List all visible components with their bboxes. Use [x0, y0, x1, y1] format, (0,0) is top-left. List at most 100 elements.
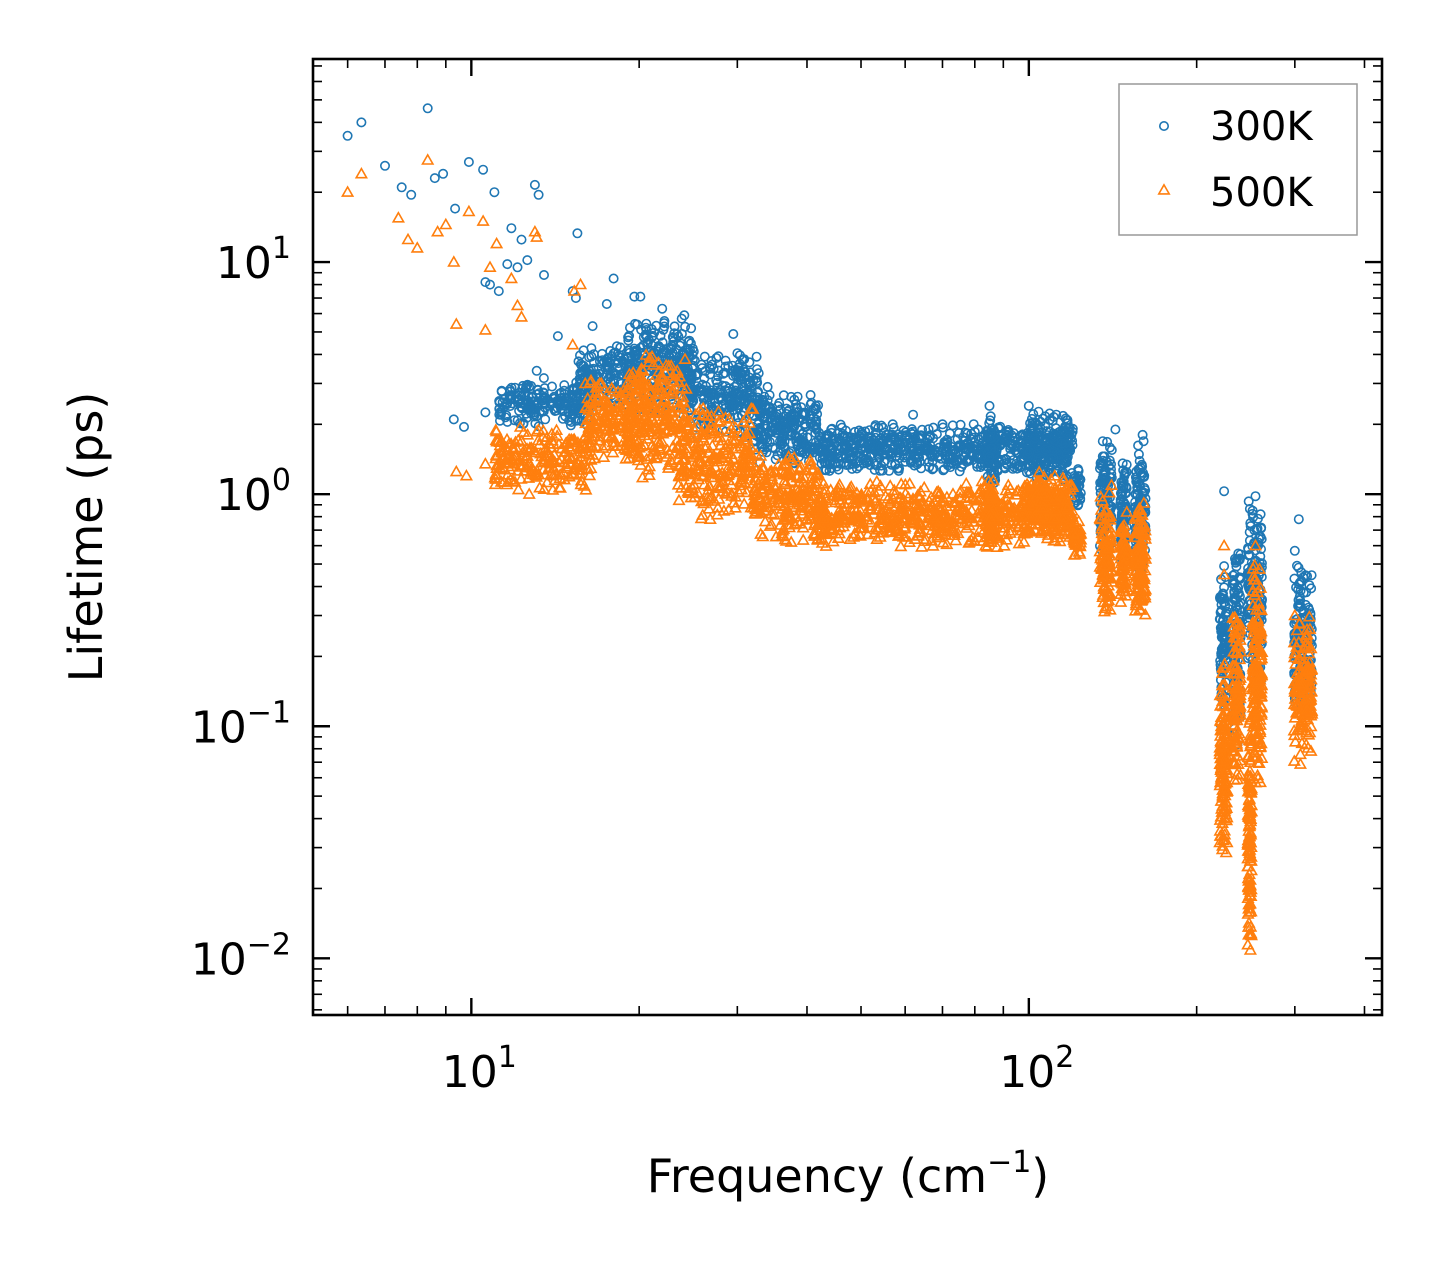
data-point-300k [538, 406, 549, 417]
data-point-300k [572, 402, 583, 413]
data-point-300k [928, 422, 939, 433]
data-point-300k [1022, 448, 1033, 459]
data-point-500k [566, 337, 580, 350]
data-point-500k [478, 323, 492, 335]
data-point-300k [542, 394, 553, 405]
data-point-300k [939, 464, 950, 475]
data-point-300k [502, 416, 513, 427]
data-point-300k [1035, 452, 1046, 463]
data-point-500k [341, 185, 355, 197]
data-point-300k [563, 415, 574, 426]
data-point-300k [888, 444, 899, 455]
data-point-300k [1040, 444, 1051, 455]
data-point-300k [984, 451, 995, 462]
data-point-300k [586, 343, 597, 354]
data-point-300k [748, 410, 759, 421]
data-point-300k [952, 434, 963, 445]
data-point-300k [793, 416, 804, 427]
data-point-500k [510, 298, 525, 311]
data-point-300k [617, 355, 628, 366]
data-point-300k [608, 273, 619, 284]
data-point-300k [925, 431, 936, 442]
data-point-300k [841, 459, 852, 470]
data-point-300k [869, 464, 880, 475]
data-point-300k [1057, 438, 1068, 449]
data-point-300k [810, 422, 821, 433]
data-point-300k [680, 321, 691, 332]
data-point-300k [711, 352, 722, 363]
data-point-300k [764, 390, 775, 401]
data-point-300k [928, 463, 939, 474]
data-point-300k [1057, 470, 1068, 481]
data-point-300k [709, 400, 720, 411]
data-point-300k [825, 444, 836, 455]
data-point-300k [810, 416, 821, 427]
data-point-300k [782, 406, 793, 417]
data-point-300k [948, 459, 959, 470]
data-point-300k [527, 391, 538, 402]
data-point-300k [751, 364, 762, 375]
data-point-300k [792, 407, 803, 418]
data-point-300k [699, 351, 710, 362]
data-point-300k [538, 387, 549, 398]
data-point-300k [928, 433, 939, 444]
data-point-300k [1060, 438, 1071, 449]
data-point-300k [671, 329, 682, 340]
data-point-300k [526, 380, 537, 391]
data-point-300k [529, 411, 540, 422]
data-point-300k [1097, 458, 1108, 469]
data-point-300k [657, 337, 668, 348]
data-point-500k [449, 317, 463, 329]
data-point-300k [631, 350, 642, 361]
data-point-300k [720, 355, 731, 366]
data-point-300k [602, 356, 613, 367]
data-point-500k [796, 533, 810, 545]
data-point-500k [1217, 538, 1231, 551]
data-point-300k [955, 419, 966, 430]
data-point-300k [740, 367, 751, 378]
data-point-300k [1110, 424, 1121, 435]
data-point-300k [866, 433, 877, 444]
data-point-500k [401, 232, 415, 245]
data-point-300k [924, 462, 935, 473]
data-point-300k [708, 363, 719, 374]
data-point-300k [575, 367, 586, 378]
data-point-300k [760, 403, 771, 414]
data-point-300k [890, 459, 901, 470]
data-point-300k [1293, 514, 1304, 525]
data-point-300k [723, 361, 734, 372]
data-point-300k [775, 446, 786, 457]
data-point-500k [462, 204, 476, 217]
data-point-500k [391, 211, 405, 223]
data-point-300k [760, 423, 771, 434]
data-point-500k [483, 260, 497, 273]
data-point-300k [532, 399, 543, 410]
data-point-300k [1095, 477, 1106, 488]
data-point-300k [759, 391, 770, 402]
data-point-300k [1049, 430, 1060, 441]
data-point-300k [531, 365, 542, 376]
data-point-300k [623, 335, 634, 346]
data-point-300k [521, 382, 532, 393]
data-point-300k [770, 425, 781, 436]
data-point-300k [926, 451, 937, 462]
data-point-300k [429, 173, 440, 184]
data-point-500k [421, 153, 435, 165]
data-point-300k [888, 422, 899, 433]
data-point-300k [899, 441, 910, 452]
data-point-300k [529, 179, 540, 190]
data-point-300k [732, 348, 743, 359]
data-point-300k [502, 259, 513, 270]
data-point-300k [806, 397, 817, 408]
data-point-300k [944, 428, 955, 439]
data-point-300k [1029, 436, 1040, 447]
data-point-300k [516, 234, 527, 245]
data-point-500k [489, 423, 503, 435]
data-point-300k [752, 377, 763, 388]
data-point-300k [559, 380, 570, 391]
data-point-300k [942, 452, 953, 463]
data-point-300k [396, 182, 407, 193]
data-point-300k [711, 375, 722, 386]
data-point-300k [342, 130, 353, 141]
data-point-300k [450, 203, 461, 214]
